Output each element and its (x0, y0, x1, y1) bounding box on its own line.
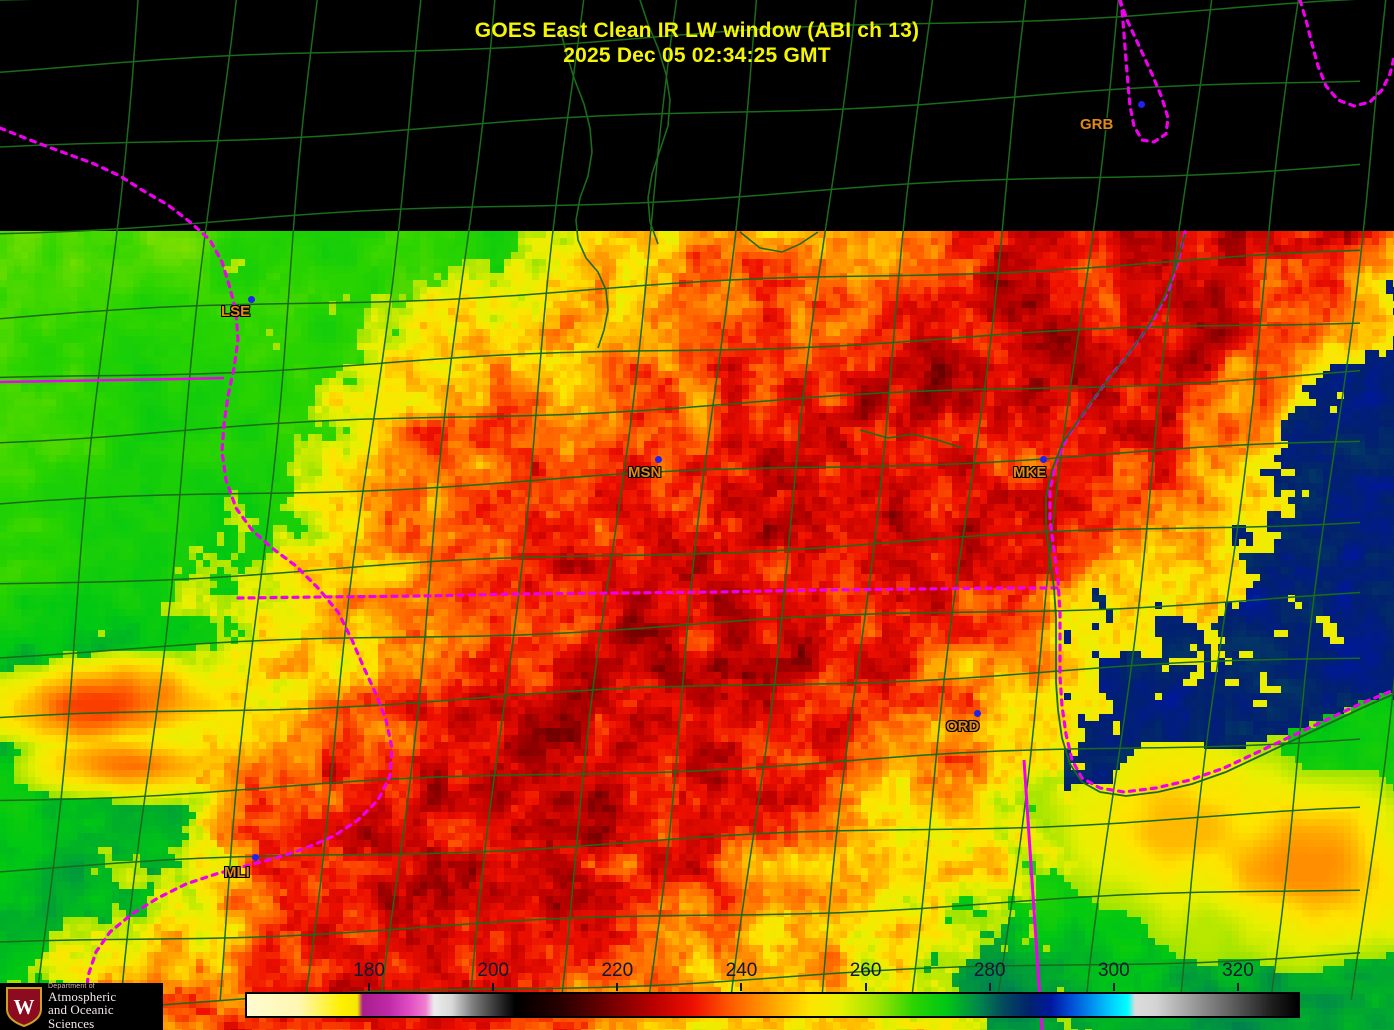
county-border-horizontal (0, 0, 1356, 73)
colorbar-tick-label: 240 (725, 960, 758, 981)
logo-department-prefix: Department of (48, 983, 95, 991)
river-wisconsin (559, 27, 609, 349)
station-dot-icon (655, 456, 662, 463)
station-label: ORD (946, 718, 980, 735)
county-border-vertical (647, 0, 758, 1001)
state-border-green-bay (1118, 0, 1170, 144)
county-border-jog-a (739, 231, 819, 253)
station-label: GRB (1080, 116, 1114, 133)
state-border-mississippi-river (0, 126, 394, 1030)
colorbar[interactable] (245, 992, 1300, 1018)
county-border-vertical (1269, 0, 1387, 1001)
colorbar-tick-mark (1236, 983, 1239, 991)
colorbar-gradient[interactable] (247, 994, 1298, 1016)
station-dot-icon (974, 710, 981, 717)
uw-crest-icon: W (6, 986, 42, 1027)
county-border-vertical (120, 0, 238, 1001)
state-border-lake-michigan-shore (1048, 230, 1394, 794)
colorbar-tick-mark (740, 983, 743, 991)
station-label: MLI (224, 864, 250, 881)
county-border-horizontal (0, 521, 1361, 585)
county-border-horizontal (0, 657, 1361, 719)
colorbar-tick-mark (368, 983, 371, 991)
county-border-vertical (996, 0, 1119, 1001)
colorbar-tick-mark (988, 983, 991, 991)
county-border-horizontal (0, 738, 1361, 802)
colorbar-tick-mark (864, 983, 867, 991)
county-border-vertical (729, 0, 857, 1001)
county-border-vertical (304, 0, 422, 1001)
station-label: MSN (628, 464, 662, 481)
county-border-vertical (219, 0, 318, 1001)
county-border-vertical (560, 0, 678, 1001)
station-dot-icon (1138, 101, 1145, 108)
station-label: LSE (221, 303, 251, 320)
colorbar-tick-mark (492, 983, 495, 991)
county-border-horizontal (0, 163, 1361, 235)
county-border-horizontal (0, 440, 1361, 505)
state-border-door-peninsula (1298, 0, 1394, 108)
county-border-vertical (1350, 675, 1394, 1001)
county-border-horizontal (0, 889, 1361, 943)
county-border-horizontal (0, 322, 1361, 379)
county-border-vertical (910, 0, 1027, 1001)
state-border-wi-il (236, 586, 1064, 600)
county-border-horizontal (0, 369, 1361, 444)
county-border-horizontal (0, 591, 1361, 659)
shoreline-detail (1045, 233, 1394, 797)
colorbar-tick-label: 180 (353, 960, 385, 981)
logo-text-block: Department of Atmospheric and Oceanic Sc… (48, 983, 163, 1030)
county-border-vertical (379, 0, 496, 1001)
colorbar-tick-label: 260 (849, 960, 882, 981)
county-border-horizontal (0, 952, 1361, 1013)
station-dot-icon (252, 854, 259, 861)
colorbar-tick-label: 220 (601, 960, 634, 981)
county-border-horizontal (0, 806, 1361, 873)
colorbar-tick-mark (1112, 983, 1115, 991)
county-border-vertical (821, 0, 934, 1001)
county-border-jog-b (859, 429, 963, 449)
county-border-vertical (1179, 0, 1300, 1001)
colorbar-tick-mark (616, 983, 619, 991)
state-border-il-in (1022, 759, 1044, 1030)
logo-line-atmospheric: Atmospheric (48, 989, 117, 1005)
county-border-horizontal (0, 249, 1361, 320)
river-secondary (639, 0, 671, 245)
uw-aos-logo: W Department of Atmospheric and Oceanic … (0, 983, 163, 1030)
station-dot-icon (1040, 456, 1047, 463)
county-border-vertical (35, 0, 139, 1001)
station-label: MKE (1013, 464, 1047, 481)
colorbar-tick-label: 320 (1222, 960, 1254, 981)
logo-line-oceanic: and Oceanic Sciences (48, 1002, 114, 1030)
station-dot-icon (248, 296, 255, 303)
colorbar-tick-label: 300 (1097, 960, 1130, 981)
colorbar-tick-label: 280 (973, 960, 1006, 981)
county-border-horizontal (0, 80, 1361, 148)
county-border-vertical (1085, 0, 1213, 1001)
colorbar-tick-label: 200 (477, 960, 510, 981)
county-border-vertical (469, 0, 585, 1001)
svg-text:W: W (14, 995, 35, 1019)
state-border-ia-mn (0, 376, 225, 384)
